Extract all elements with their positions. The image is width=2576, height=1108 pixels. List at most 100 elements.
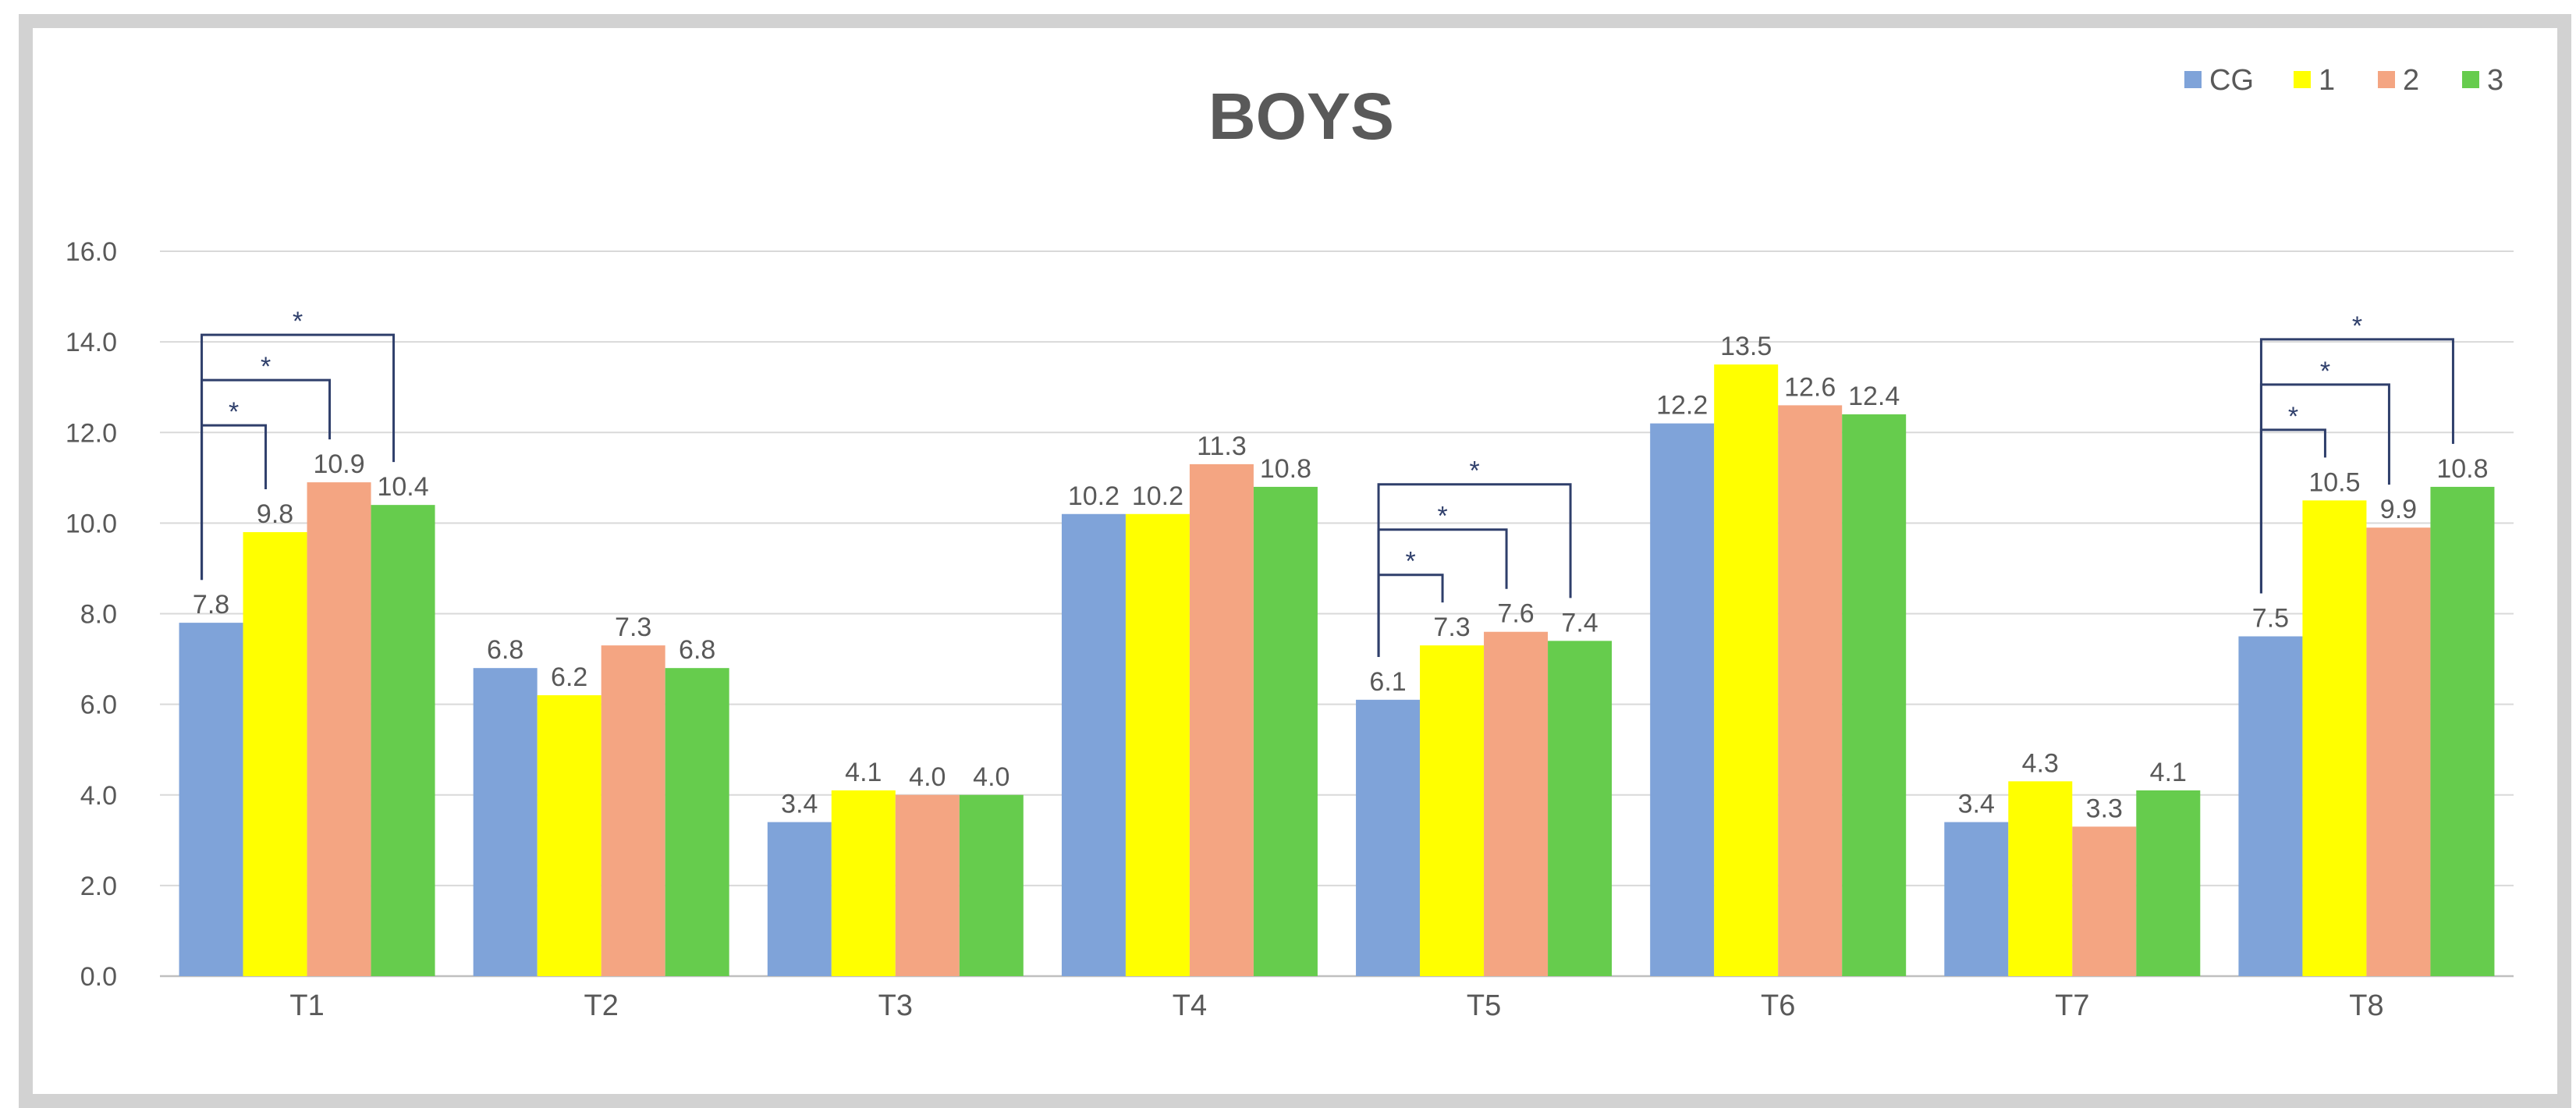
bar	[1842, 414, 1907, 976]
data-label: 10.9	[313, 449, 364, 479]
bar	[473, 668, 538, 976]
significance-star: *	[261, 352, 271, 382]
y-tick-label: 6.0	[80, 691, 117, 720]
data-label: 6.2	[551, 662, 587, 692]
y-tick-label: 2.0	[80, 872, 117, 901]
bar	[1125, 513, 1190, 976]
data-label: 7.4	[1561, 608, 1598, 637]
x-category-label: T4	[1173, 989, 1207, 1022]
data-label: 6.8	[679, 635, 715, 665]
chart-title: BOYS	[1208, 80, 1394, 153]
data-label: 10.2	[1068, 481, 1119, 511]
x-category-label: T3	[878, 989, 913, 1022]
significance-star: *	[2288, 402, 2298, 431]
significance-star: *	[1437, 502, 1447, 531]
significance-star: *	[1469, 456, 1479, 486]
significance-star: *	[1405, 547, 1415, 577]
bar	[1356, 699, 1421, 976]
y-tick-label: 8.0	[80, 600, 117, 630]
bar	[831, 790, 896, 976]
data-label: 9.8	[257, 499, 293, 529]
data-label: 4.1	[2150, 758, 2187, 787]
data-label: 9.9	[2380, 495, 2417, 524]
bar	[2136, 790, 2201, 976]
x-category-label: T6	[1761, 989, 1795, 1022]
significance-star: *	[2352, 311, 2362, 341]
data-label: 3.3	[2086, 794, 2123, 823]
bar	[537, 695, 601, 976]
bar	[1253, 486, 1318, 976]
data-label: 4.3	[2022, 748, 2059, 778]
data-label: 12.2	[1656, 391, 1708, 421]
legend-swatch	[2378, 71, 2395, 88]
significance-star: *	[229, 397, 239, 427]
y-tick-label: 10.0	[66, 509, 117, 538]
y-axis-tick-labels: 0.0 2.0 4.0 6.0 8.0 10.0 12.0 14.0 16.0	[66, 237, 117, 992]
x-category-label: T5	[1467, 989, 1501, 1022]
bar	[2430, 486, 2495, 976]
data-label: 7.8	[193, 590, 229, 620]
legend: CG 1 2 3	[2184, 64, 2503, 97]
data-label: 3.4	[1958, 790, 1995, 819]
legend-swatch	[2184, 71, 2202, 88]
data-label: 6.8	[487, 635, 523, 665]
significance-star: *	[293, 307, 303, 336]
bar	[2008, 781, 2073, 976]
significance-bracket	[200, 333, 396, 581]
significance-star: *	[2320, 357, 2330, 386]
data-labels: 7.8 6.8 3.4 10.2 6.1 12.2 3.4 7.5 9.8 6.2 4.1 10.2 7…	[193, 332, 2489, 823]
bar	[307, 482, 371, 976]
bar	[601, 645, 665, 976]
data-label: 10.2	[1132, 481, 1183, 511]
significance-brackets: * * * * * * * * *	[200, 307, 2454, 657]
data-label: 4.1	[845, 758, 882, 787]
x-axis-category-labels: T1 T2 T3 T4 T5 T6 T7 T8	[289, 989, 2383, 1022]
bar	[2366, 527, 2431, 976]
legend-label: 1	[2319, 64, 2335, 97]
bar	[1650, 423, 1715, 976]
data-label: 12.6	[1784, 372, 1836, 402]
bar	[179, 623, 243, 976]
legend-label: 2	[2403, 64, 2419, 97]
x-category-label: T7	[2055, 989, 2089, 1022]
data-label: 11.3	[1197, 431, 1247, 461]
data-label: 13.5	[1720, 332, 1772, 361]
legend-swatch	[2462, 71, 2479, 88]
bar	[243, 531, 307, 976]
data-label: 12.4	[1848, 382, 1900, 411]
bars	[179, 364, 2495, 976]
y-tick-label: 4.0	[80, 781, 117, 811]
bar	[2238, 636, 2303, 976]
significance-bracket	[1377, 483, 1572, 657]
bar	[1484, 631, 1549, 976]
bar	[2072, 826, 2137, 976]
data-label: 7.5	[2252, 604, 2289, 634]
bar	[767, 822, 832, 976]
legend-swatch	[2294, 71, 2311, 88]
data-label: 10.5	[2308, 467, 2360, 497]
y-tick-label: 16.0	[66, 237, 117, 267]
data-label: 6.1	[1369, 667, 1406, 697]
data-label: 4.0	[973, 762, 1009, 792]
legend-label: CG	[2209, 64, 2254, 97]
y-tick-label: 14.0	[66, 328, 117, 357]
x-category-label: T8	[2349, 989, 2383, 1022]
x-category-label: T1	[289, 989, 324, 1022]
bar	[895, 794, 960, 976]
bar	[959, 794, 1024, 976]
bar	[1778, 405, 1843, 976]
significance-bracket	[2259, 338, 2454, 594]
data-label: 7.3	[1433, 613, 1470, 642]
data-label: 7.3	[615, 613, 651, 642]
data-label: 3.4	[781, 790, 818, 819]
bar	[1548, 641, 1613, 976]
bar	[2302, 500, 2367, 976]
data-label: 4.0	[909, 762, 946, 792]
bar	[1944, 822, 2009, 976]
bar	[665, 668, 729, 976]
bar	[1189, 463, 1254, 976]
y-tick-label: 12.0	[66, 418, 117, 448]
bar	[1714, 364, 1779, 976]
y-tick-label: 0.0	[80, 962, 117, 992]
bar	[1420, 645, 1485, 976]
